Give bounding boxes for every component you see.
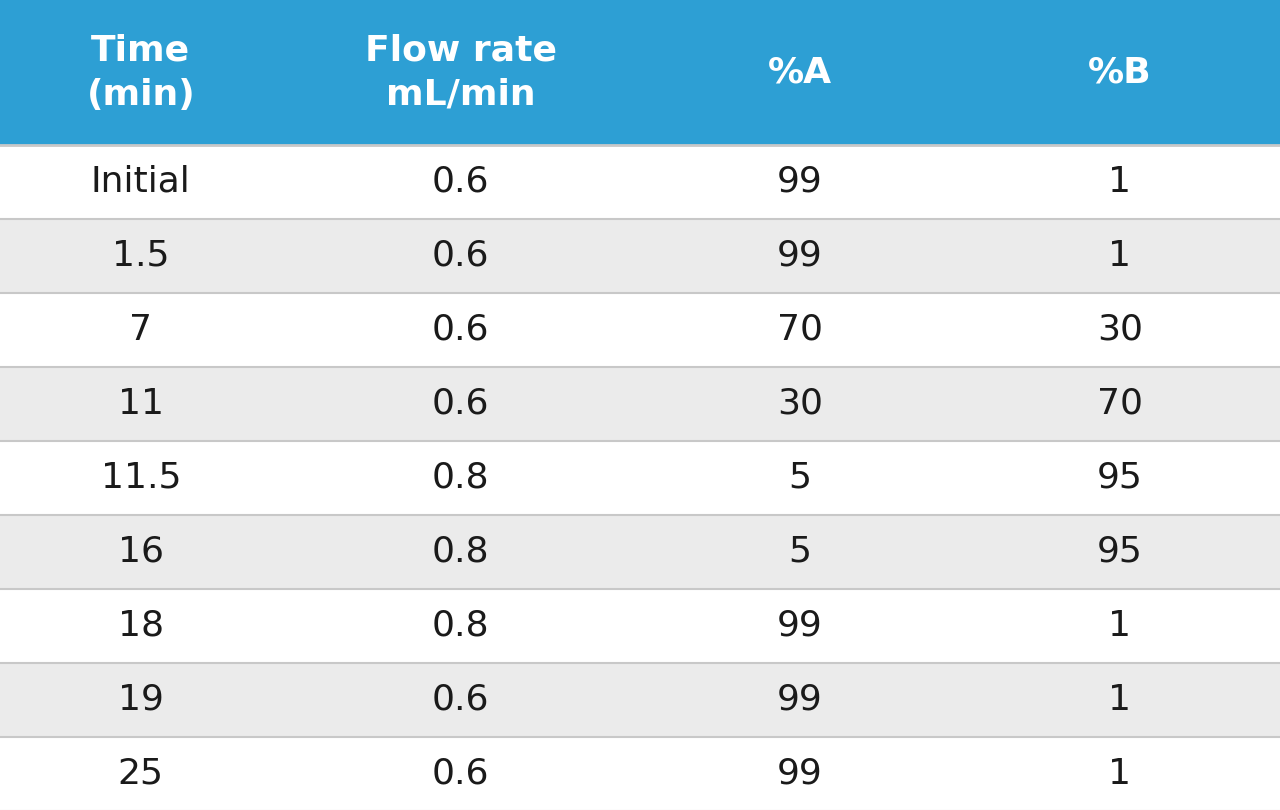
Bar [640, 0, 960, 145]
Text: 1: 1 [1108, 165, 1132, 199]
Bar [0, 219, 1280, 293]
Text: 30: 30 [777, 387, 823, 421]
Text: Time
(min): Time (min) [87, 33, 195, 112]
Text: 30: 30 [1097, 313, 1143, 347]
Text: %A: %A [768, 56, 832, 89]
Text: 1: 1 [1108, 683, 1132, 717]
Bar [0, 663, 1280, 737]
Text: 0.6: 0.6 [433, 683, 489, 717]
Text: 19: 19 [118, 683, 164, 717]
Text: 99: 99 [777, 609, 823, 643]
Text: 1: 1 [1108, 757, 1132, 791]
Bar [0, 589, 1280, 663]
Bar [0, 145, 1280, 219]
Bar [0, 737, 1280, 810]
Text: Flow rate
mL/min: Flow rate mL/min [365, 33, 557, 112]
Text: 0.8: 0.8 [431, 535, 490, 569]
Bar [0, 293, 1280, 367]
Text: 5: 5 [788, 535, 812, 569]
Text: 99: 99 [777, 683, 823, 717]
Text: 0.6: 0.6 [433, 165, 489, 199]
Text: 7: 7 [129, 313, 152, 347]
Bar [0, 367, 1280, 441]
Text: 1: 1 [1108, 609, 1132, 643]
Text: 95: 95 [1097, 461, 1143, 495]
Text: Initial: Initial [91, 165, 191, 199]
Text: 18: 18 [118, 609, 164, 643]
Text: 95: 95 [1097, 535, 1143, 569]
Text: 99: 99 [777, 239, 823, 273]
Text: 99: 99 [777, 165, 823, 199]
Text: 11: 11 [118, 387, 164, 421]
Text: 0.6: 0.6 [433, 313, 489, 347]
Text: 5: 5 [788, 461, 812, 495]
Text: 25: 25 [118, 757, 164, 791]
Bar [0, 441, 1280, 515]
Text: 0.6: 0.6 [433, 387, 489, 421]
Bar [960, 0, 1280, 145]
Text: 1.5: 1.5 [113, 239, 169, 273]
Text: 99: 99 [777, 757, 823, 791]
Bar [0, 515, 1280, 589]
Text: 70: 70 [1097, 387, 1143, 421]
Text: 0.6: 0.6 [433, 239, 489, 273]
Bar [282, 0, 640, 145]
Text: 0.6: 0.6 [433, 757, 489, 791]
Text: 0.8: 0.8 [431, 461, 490, 495]
Text: 11.5: 11.5 [101, 461, 180, 495]
Bar [0, 0, 282, 145]
Text: %B: %B [1088, 56, 1152, 89]
Text: 70: 70 [777, 313, 823, 347]
Text: 16: 16 [118, 535, 164, 569]
Text: 0.8: 0.8 [431, 609, 490, 643]
Text: 1: 1 [1108, 239, 1132, 273]
